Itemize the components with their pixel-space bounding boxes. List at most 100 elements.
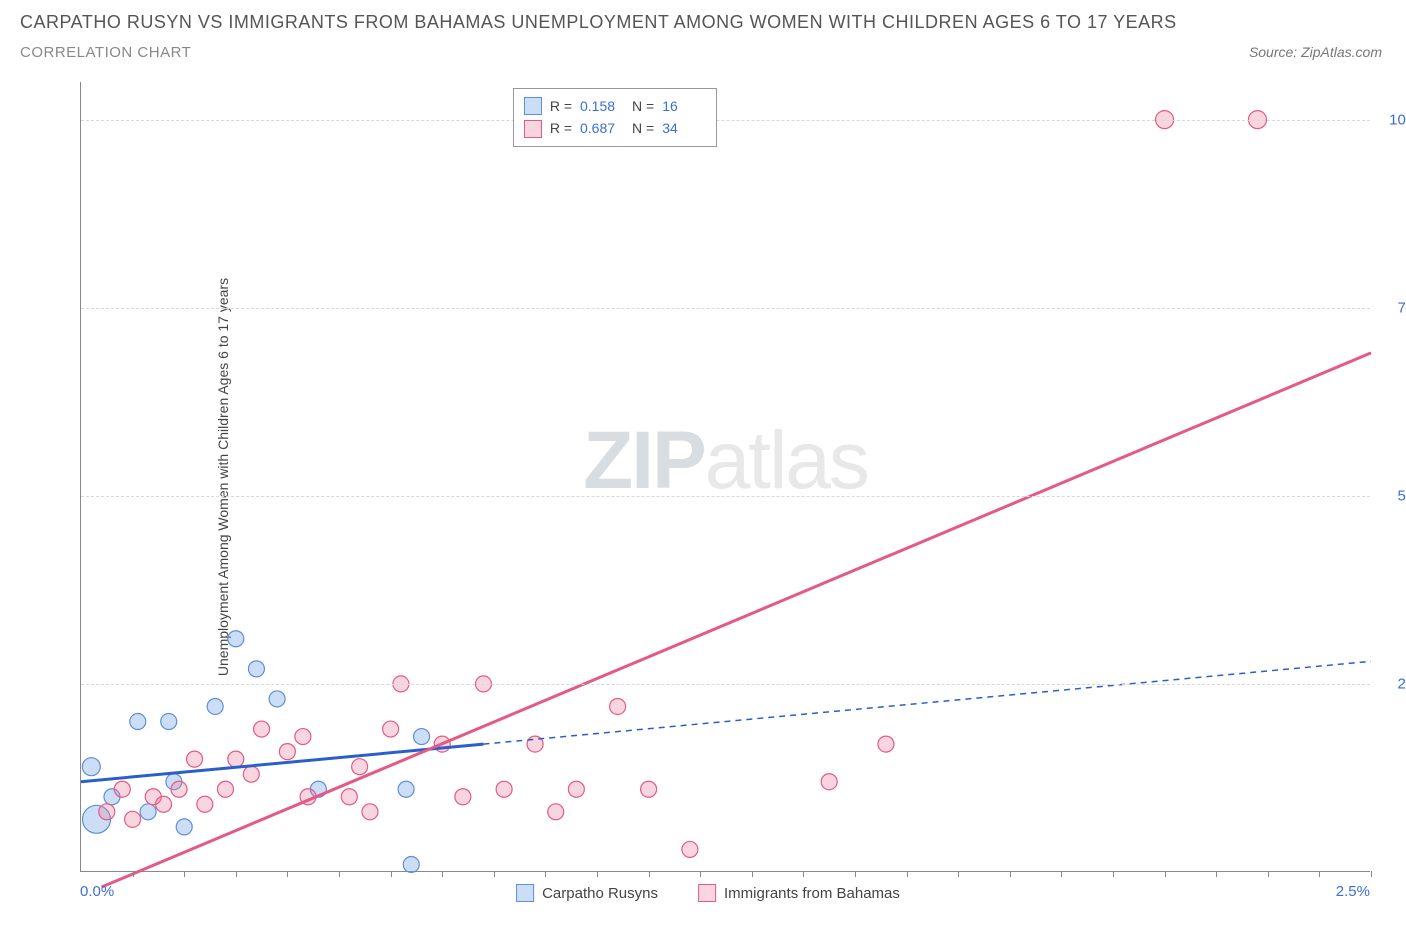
data-point	[207, 698, 223, 714]
data-point	[228, 631, 244, 647]
data-point	[130, 714, 146, 730]
x-tick	[1268, 871, 1269, 877]
gridline	[81, 308, 1370, 309]
x-tick	[184, 871, 185, 877]
data-point	[496, 781, 512, 797]
data-point	[398, 781, 414, 797]
data-point	[878, 736, 894, 752]
data-point	[341, 789, 357, 805]
data-point	[176, 819, 192, 835]
data-point	[383, 721, 399, 737]
data-point	[197, 796, 213, 812]
legend-swatch	[524, 97, 542, 115]
data-point	[140, 804, 156, 820]
data-point	[455, 789, 471, 805]
data-point	[682, 841, 698, 857]
n-value: 16	[662, 95, 706, 117]
legend-item: Immigrants from Bahamas	[698, 884, 900, 902]
x-tick	[752, 871, 753, 877]
data-point	[269, 691, 285, 707]
data-point	[362, 804, 378, 820]
legend-swatch	[698, 884, 716, 902]
x-tick	[133, 871, 134, 877]
data-point	[243, 766, 259, 782]
data-point	[99, 804, 115, 820]
r-value: 0.158	[580, 95, 624, 117]
x-tick	[287, 871, 288, 877]
x-tick	[1165, 871, 1166, 877]
data-point	[217, 781, 233, 797]
data-point	[414, 729, 430, 745]
data-point	[125, 811, 141, 827]
x-tick	[391, 871, 392, 877]
x-tick	[597, 871, 598, 877]
data-point	[228, 751, 244, 767]
x-tick	[1319, 871, 1320, 877]
y-tick-label: 75.0%	[1397, 299, 1406, 316]
stats-row: R = 0.158 N = 16	[524, 95, 706, 117]
x-min-label: 0.0%	[80, 883, 114, 900]
gridline	[81, 496, 1370, 497]
x-tick	[1216, 871, 1217, 877]
data-point	[254, 721, 270, 737]
r-label: R =	[550, 117, 572, 139]
x-max-label: 2.5%	[1336, 883, 1370, 900]
r-label: R =	[550, 95, 572, 117]
trend-line	[102, 353, 1371, 887]
plot-region: ZIPatlas 25.0%50.0%75.0%100.0%R =0.158N …	[80, 82, 1370, 872]
chart-area: Unemployment Among Women with Children A…	[46, 82, 1370, 872]
x-tick	[339, 871, 340, 877]
plot-svg	[81, 82, 1370, 871]
x-tick	[700, 871, 701, 877]
x-tick	[907, 871, 908, 877]
gridline	[81, 120, 1370, 121]
data-point	[610, 698, 626, 714]
y-tick-label: 50.0%	[1397, 487, 1406, 504]
data-point	[156, 796, 172, 812]
data-point	[161, 714, 177, 730]
legend-swatch	[516, 884, 534, 902]
x-tick	[545, 871, 546, 877]
legend-label: Carpatho Rusyns	[542, 885, 658, 902]
chart-title: CARPATHO RUSYN VS IMMIGRANTS FROM BAHAMA…	[20, 12, 1177, 33]
data-point	[403, 856, 419, 872]
x-tick	[1061, 871, 1062, 877]
y-tick-label: 25.0%	[1397, 675, 1406, 692]
data-point	[279, 744, 295, 760]
x-tick	[236, 871, 237, 877]
stats-row: R = 0.687 N = 34	[524, 117, 706, 139]
data-point	[187, 751, 203, 767]
data-point	[641, 781, 657, 797]
gridline	[81, 684, 1370, 685]
data-point	[295, 729, 311, 745]
stats-legend: R = 0.158 N = 16 R = 0.687 N = 34	[513, 88, 717, 147]
x-tick	[855, 871, 856, 877]
x-tick	[1010, 871, 1011, 877]
n-value: 34	[662, 117, 706, 139]
data-point	[248, 661, 264, 677]
r-value: 0.687	[580, 117, 624, 139]
y-tick-label: 100.0%	[1389, 111, 1406, 128]
data-point	[82, 758, 100, 776]
data-point	[821, 774, 837, 790]
legend-label: Immigrants from Bahamas	[724, 885, 900, 902]
x-tick	[494, 871, 495, 877]
legend-swatch	[524, 120, 542, 138]
data-point	[114, 781, 130, 797]
data-point	[548, 804, 564, 820]
x-tick	[958, 871, 959, 877]
x-tick	[442, 871, 443, 877]
data-point	[568, 781, 584, 797]
x-tick	[1113, 871, 1114, 877]
bottom-legend: Carpatho Rusyns Immigrants from Bahamas	[516, 884, 900, 902]
x-tick	[649, 871, 650, 877]
x-tick	[1371, 871, 1372, 877]
x-tick	[803, 871, 804, 877]
n-label: N =	[632, 95, 654, 117]
data-point	[171, 781, 187, 797]
n-label: N =	[632, 117, 654, 139]
chart-subtitle: CORRELATION CHART	[20, 44, 191, 61]
legend-item: Carpatho Rusyns	[516, 884, 658, 902]
data-point	[352, 759, 368, 775]
source-label: Source: ZipAtlas.com	[1249, 44, 1382, 60]
